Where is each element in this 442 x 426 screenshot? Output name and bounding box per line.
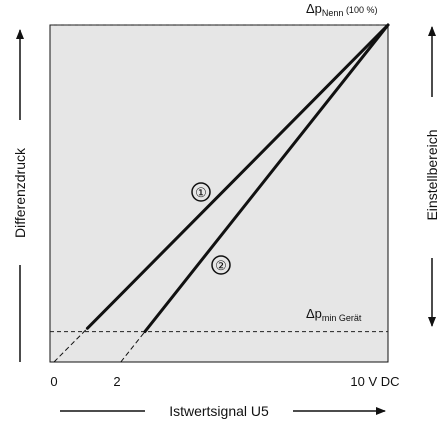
reference-lines: [50, 24, 388, 333]
series-2-line: [143, 23, 390, 334]
series-1-label: ①: [191, 182, 211, 202]
y-axis-title: Differenzdruck: [12, 147, 28, 238]
x-axis-title: Istwertsignal U5: [169, 403, 269, 419]
nenn-label: ΔpNenn (100 %): [306, 1, 377, 18]
x-tick-0: 0: [50, 374, 57, 389]
series-2-label-text: ②: [215, 258, 227, 273]
series-1-label-text: ①: [195, 185, 207, 200]
svg-text:Δpmin Gerät: Δpmin Gerät: [306, 306, 362, 323]
x-tick-10: 10 V DC: [350, 374, 399, 389]
x-tick-2: 2: [113, 374, 120, 389]
series-layer: [53, 23, 390, 363]
series-2-dashed: [120, 331, 146, 363]
series-2-label: ②: [211, 255, 231, 275]
min-label: Δpmin Gerät: [306, 306, 362, 323]
range-label: Einstellbereich: [424, 129, 440, 220]
svg-text:ΔpNenn (100 %): ΔpNenn (100 %): [306, 1, 377, 18]
series-1-line: [85, 23, 390, 330]
